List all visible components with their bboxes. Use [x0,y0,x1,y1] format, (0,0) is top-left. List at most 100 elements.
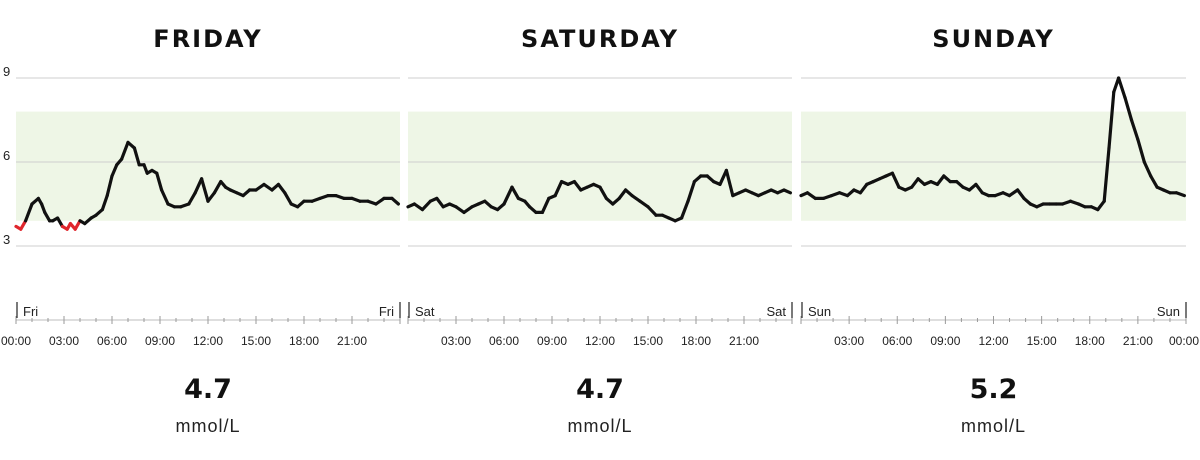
panel-sun-glucose-segment [935,174,946,186]
panel-fri-hour-label: 15:00 [241,334,271,348]
panel-sat-hour-label: 21:00 [729,334,759,348]
panel-sun-title: SUNDAY [932,25,1054,53]
panel-sun-day-start-label: Sun [808,304,831,319]
panel-sun-hour-label: 21:00 [1123,334,1153,348]
panel-sun-hour-label: 15:00 [1027,334,1057,348]
panel-sat-average-unit: mmol/L [567,416,632,436]
panel-sat-average-value: 4.7 [576,374,624,405]
panel-fri-glucose-segment [19,219,28,231]
panel-sun-glucose-segment [1015,188,1026,200]
panel-sat-glucose-segment [553,180,564,198]
panel-sun-hour-label: 06:00 [882,334,912,348]
panel-fri-glucose-segment [100,194,109,212]
panel-fri-glucose-segment [200,177,210,203]
panel-fri-average-unit: mmol/L [175,416,240,436]
y-tick-label: 9 [3,64,10,79]
panel-fri-glucose-segment [206,191,216,203]
panel-sat-day-start-label: Sat [415,304,435,319]
panel-sun-target-range [801,111,1186,221]
panel-fri-hour-label: 06:00 [97,334,127,348]
panel-sat-glucose-segment [724,168,735,198]
panel-sun-glucose-segment [1129,118,1140,142]
panel-sat-glucose-segment [598,185,609,200]
panel-fri-hour-label: 09:00 [145,334,175,348]
panel-sat-glucose-segment [718,168,729,186]
panel-sun-glucose-segment [1102,146,1111,203]
panel-sun-glucose-segment [1149,174,1159,189]
panel-sun-hour-label: 09:00 [930,334,960,348]
panel-sun-glucose-segment [1174,191,1187,198]
panel-sat-glucose-segment [412,202,424,212]
panel-sat-hour-label: 09:00 [537,334,567,348]
panel-fri-glucose-segment [24,202,34,223]
panel-sun-day-end-label: Sun [1157,304,1180,319]
panel-sun-hour-label: 18:00 [1075,334,1105,348]
panel-sun-hour-label: 12:00 [978,334,1008,348]
panel-fri-day-end-label: Fri [379,304,394,319]
panel-fri-glucose-segment [276,182,287,195]
panel-fri-hour-label: 03:00 [49,334,79,348]
panel-fri-title: FRIDAY [153,25,262,53]
panel-fri-glucose-segment [193,177,204,195]
panel-sun-glucose-segment [1116,76,1127,100]
panel-sat-glucose-segment [420,199,432,212]
panel-sat-hour-label: 12:00 [585,334,615,348]
panel-fri-glucose-segment [254,182,266,192]
panel-fri-glucose-segment [105,174,114,198]
panel-sun-glucose-segment [974,182,984,195]
panel-fri-hour-label: 12:00 [193,334,223,348]
panel-fri-average-value: 4.7 [184,374,232,405]
panel-fri-hour-label: 00:00 [1,334,31,348]
panel-sat-glucose-segment [454,205,466,214]
panel-sat-hour-label: 15:00 [633,334,663,348]
panel-sun-average-value: 5.2 [970,374,1018,405]
panel-sat-hour-label: 03:00 [441,334,471,348]
y-tick-label: 3 [3,232,10,247]
panel-sun-glucose-segment [1142,160,1153,178]
panel-sat-glucose-segment [540,196,551,214]
panel-sat-hour-label: 18:00 [681,334,711,348]
panel-sat-glucose-segment [510,185,521,200]
panel-sat-glucose-segment [679,199,690,220]
panel-fri-glucose-segment [110,163,119,178]
panel-sun-hour-label: 00:00 [1169,334,1199,348]
panel-fri-hour-label: 18:00 [289,334,319,348]
panel-sat-glucose-segment [638,199,650,209]
panel-sun-glucose-segment [1007,188,1020,198]
panel-sat-glucose-segment [617,188,628,200]
panel-sun-glucose-segment [1123,95,1134,122]
panel-fri-day-start-label: Fri [23,304,38,319]
panel-fri-glucose-segment [155,171,164,192]
panel-fri-glucose-segment [119,140,130,161]
panel-fri-hour-label: 21:00 [337,334,367,348]
panel-sat-glucose-segment [686,180,697,203]
panel-sat-glucose-segment [782,188,793,195]
panel-sun-average-unit: mmol/L [961,416,1026,436]
panel-sat-target-range [408,111,792,221]
panel-sat-day-end-label: Sat [766,304,786,319]
panel-sat-glucose-segment [646,205,658,217]
panel-sun-hour-label: 03:00 [834,334,864,348]
panel-fri-glucose-segment [187,191,197,206]
panel-sat-glucose-segment [462,205,474,214]
panel-fri-glucose-segment [43,210,52,223]
panel-sun-glucose-segment [890,171,901,189]
panel-fri-glucose-segment [262,182,274,192]
panel-fri-glucose-segment [73,219,82,231]
panel-fri-glucose-segment [55,216,65,228]
panel-sun-glucose-segment [858,182,869,195]
panel-sat-glucose-segment [630,194,642,203]
panel-fri-glucose-segment [374,196,386,206]
panel-sun-glucose-segment [805,191,818,200]
panel-sat-glucose-segment [435,196,445,209]
panel-fri-glucose-segment [160,188,170,206]
panel-fri-glucose-segment [390,196,400,206]
panel-fri-target-range [16,111,400,221]
panel-sun-glucose-segment [1136,138,1146,164]
panel-sun-glucose-segment [1107,90,1116,150]
panel-sun-glucose-segment [1096,199,1106,212]
panel-fri-glucose-segment [212,180,223,195]
panel-sun-glucose-segment [910,177,920,189]
panel-sat-glucose-segment [502,185,514,206]
